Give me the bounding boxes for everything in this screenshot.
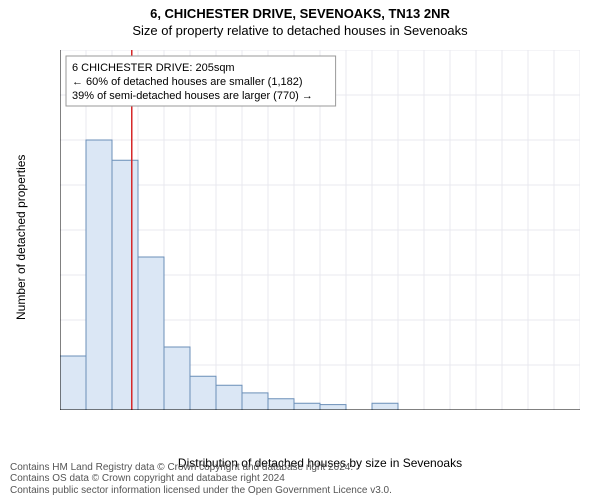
histogram-bar — [242, 393, 268, 410]
footer-line: Contains OS data © Crown copyright and d… — [10, 473, 392, 485]
histogram-plot: 0100200300400500600700800 31sqm94sqm157s… — [60, 50, 580, 410]
chart-container: 6, CHICHESTER DRIVE, SEVENOAKS, TN13 2NR… — [0, 0, 600, 500]
histogram-bar — [86, 140, 112, 410]
histogram-bar — [294, 403, 320, 410]
chart-title-address: 6, CHICHESTER DRIVE, SEVENOAKS, TN13 2NR — [0, 0, 600, 21]
chart-subtitle: Size of property relative to detached ho… — [0, 21, 600, 38]
histogram-bar — [190, 376, 216, 410]
histogram-bar — [320, 405, 346, 410]
histogram-bar — [372, 403, 398, 410]
histogram-bar — [216, 385, 242, 410]
annotation-line: 6 CHICHESTER DRIVE: 205sqm — [72, 62, 235, 74]
footer-line: Contains HM Land Registry data © Crown c… — [10, 462, 392, 474]
histogram-bar — [60, 356, 86, 410]
histogram-bar — [268, 399, 294, 410]
footer-line: Contains public sector information licen… — [10, 485, 392, 497]
histogram-bar — [164, 347, 190, 410]
histogram-bar — [112, 160, 138, 410]
histogram-bar — [138, 257, 164, 410]
annotation-line: 39% of semi-detached houses are larger (… — [72, 90, 313, 102]
y-axis-label: Number of detached properties — [14, 155, 28, 320]
attribution-footer: Contains HM Land Registry data © Crown c… — [10, 462, 392, 497]
annotation-line: ← 60% of detached houses are smaller (1,… — [72, 76, 303, 88]
